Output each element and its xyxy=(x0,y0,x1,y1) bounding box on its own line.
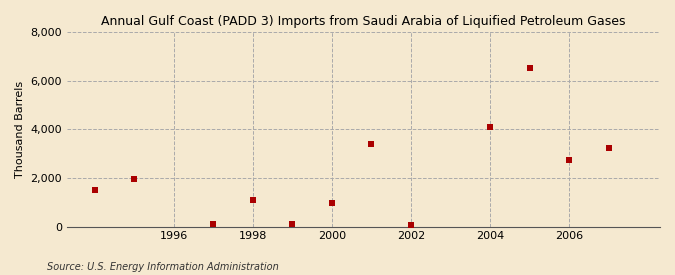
Point xyxy=(564,158,574,162)
Point xyxy=(287,222,298,226)
Point xyxy=(208,222,219,226)
Title: Annual Gulf Coast (PADD 3) Imports from Saudi Arabia of Liquified Petroleum Gase: Annual Gulf Coast (PADD 3) Imports from … xyxy=(101,15,626,28)
Y-axis label: Thousand Barrels: Thousand Barrels xyxy=(15,81,25,178)
Point xyxy=(89,188,100,192)
Text: Source: U.S. Energy Information Administration: Source: U.S. Energy Information Administ… xyxy=(47,262,279,272)
Point xyxy=(603,145,614,150)
Point xyxy=(485,125,495,129)
Point xyxy=(524,66,535,71)
Point xyxy=(327,201,338,206)
Point xyxy=(406,223,416,228)
Point xyxy=(129,177,140,181)
Point xyxy=(248,198,259,202)
Point xyxy=(366,142,377,146)
